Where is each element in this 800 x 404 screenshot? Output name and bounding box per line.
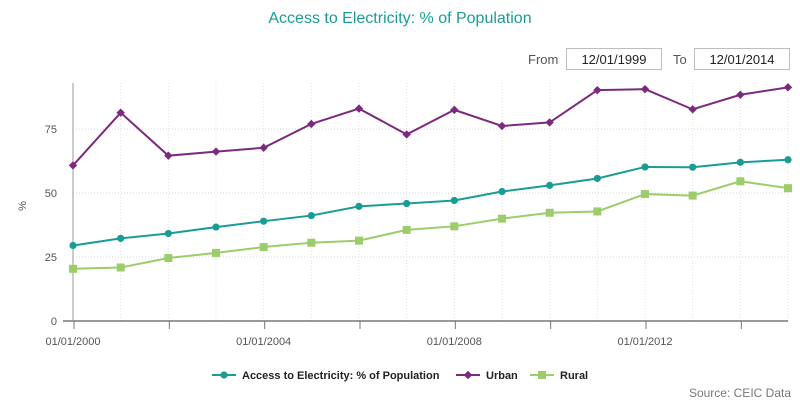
to-date-input[interactable] <box>694 48 790 70</box>
x-tick-label: 01/01/2012 <box>617 336 672 348</box>
data-point-1 <box>354 104 364 113</box>
data-point-1 <box>640 84 650 94</box>
data-point-0 <box>164 229 172 238</box>
data-point-0 <box>403 199 411 208</box>
data-point-2 <box>498 214 506 223</box>
y-tick-label: 0 <box>51 316 57 328</box>
data-point-0 <box>593 174 601 183</box>
from-label: From <box>528 52 559 67</box>
legend-marker-1 <box>463 370 473 380</box>
y-tick-label: 75 <box>45 124 57 136</box>
data-point-2 <box>212 248 220 257</box>
data-point-0 <box>260 217 268 225</box>
data-point-1 <box>116 108 125 117</box>
data-point-0 <box>307 211 315 220</box>
x-tick-label: 01/01/2000 <box>45 336 100 348</box>
data-point-2 <box>402 225 411 234</box>
x-tick-label: 01/01/2008 <box>427 336 482 348</box>
data-point-2 <box>545 208 554 217</box>
data-point-0 <box>450 196 458 205</box>
data-point-2 <box>736 177 745 186</box>
y-tick-label: 50 <box>45 188 57 200</box>
data-point-0 <box>689 163 697 171</box>
source-note: Source: CEIC Data <box>688 386 791 400</box>
data-point-1 <box>545 118 554 127</box>
data-point-2 <box>164 254 173 263</box>
legend-marker-0 <box>220 371 228 379</box>
data-point-0 <box>117 234 125 242</box>
legend-marker-2 <box>538 371 546 379</box>
legend-label-2[interactable]: Rural <box>560 370 588 382</box>
data-point-0 <box>355 202 363 210</box>
data-point-2 <box>450 222 459 231</box>
data-point-1 <box>259 143 268 152</box>
x-tick-label: 01/01/2004 <box>236 336 291 348</box>
data-point-1 <box>593 85 602 95</box>
data-point-1 <box>402 130 411 139</box>
data-point-2 <box>355 236 363 245</box>
data-point-2 <box>688 191 697 200</box>
legend-label-1[interactable]: Urban <box>486 370 518 382</box>
data-point-1 <box>211 147 221 156</box>
data-point-1 <box>783 83 793 92</box>
data-point-1 <box>736 90 745 99</box>
data-point-0 <box>784 156 792 164</box>
data-point-2 <box>784 184 792 193</box>
data-point-1 <box>68 161 78 170</box>
data-point-0 <box>641 163 649 171</box>
data-point-2 <box>259 243 268 252</box>
data-point-1 <box>497 121 507 131</box>
chart-title: Access to Electricity: % of Population <box>268 10 532 27</box>
data-point-0 <box>212 223 220 231</box>
data-point-2 <box>116 263 125 272</box>
data-point-0 <box>736 158 744 166</box>
data-point-2 <box>69 264 77 273</box>
to-label: To <box>673 52 687 67</box>
legend-label-0[interactable]: Access to Electricity: % of Population <box>242 370 440 382</box>
data-point-2 <box>307 238 316 247</box>
series-line-2 <box>72 180 789 270</box>
data-point-2 <box>641 190 649 199</box>
data-point-0 <box>498 187 506 196</box>
data-point-0 <box>69 241 77 250</box>
data-point-1 <box>450 105 459 115</box>
data-point-0 <box>546 181 554 189</box>
data-point-1 <box>688 105 697 114</box>
series-line-1 <box>72 86 789 167</box>
data-point-1 <box>307 119 316 129</box>
y-tick-label: 25 <box>45 252 57 264</box>
y-axis-title: % <box>17 201 29 211</box>
data-point-1 <box>164 151 173 160</box>
data-point-2 <box>593 207 602 216</box>
from-date-input[interactable] <box>566 48 662 70</box>
series-line-0 <box>72 158 789 247</box>
